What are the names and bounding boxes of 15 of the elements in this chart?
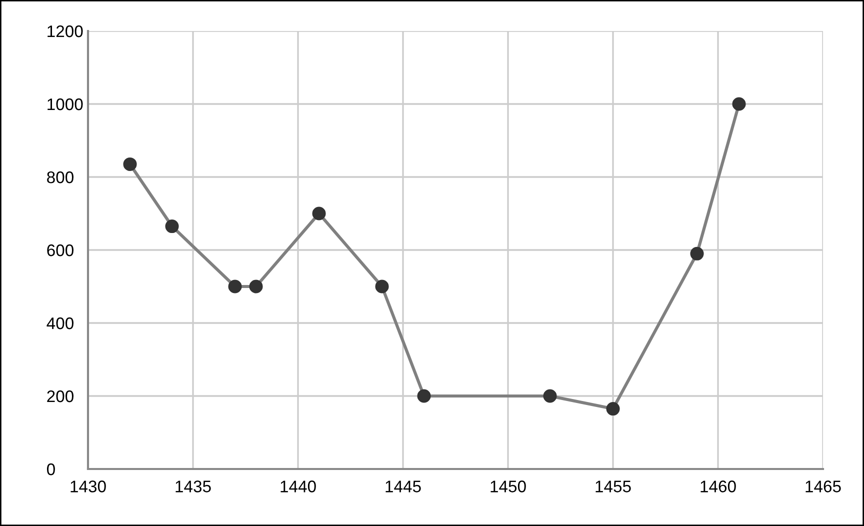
y-tick-label: 200 [47,390,74,402]
y-tick-label: 1200 [48,25,83,38]
x-tick-label: 1435 [176,480,211,492]
y-tick-label: 400 [46,317,74,330]
y-tick-label: 800 [47,171,74,184]
x-tick-label: 1455 [596,480,631,492]
x-tick-label: 1450 [490,480,526,492]
x-tick-label: 1460 [700,480,736,492]
x-tick-label: 1465 [806,480,841,492]
x-tick-label: 1430 [70,480,106,492]
x-tick-label: 1440 [280,480,316,492]
y-tick-label: 0 [46,463,55,476]
x-tick-label: 1445 [386,480,421,492]
y-tick-label: 600 [47,244,74,256]
y-tick-label: 1000 [48,98,83,110]
